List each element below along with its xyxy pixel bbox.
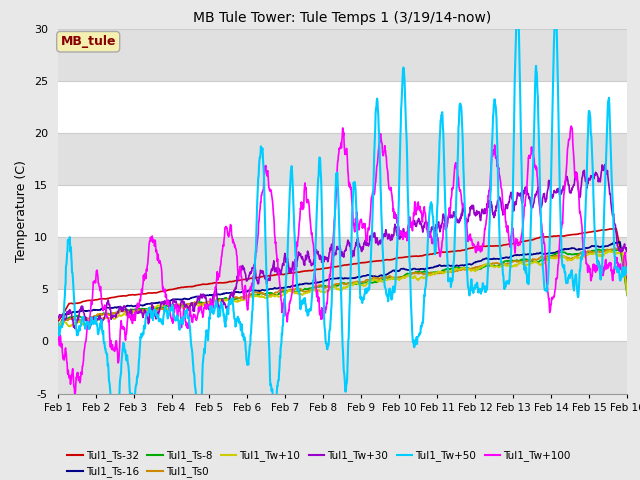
Bar xyxy=(58,29,627,81)
Bar xyxy=(58,341,627,394)
Bar xyxy=(58,133,627,185)
Title: MB Tule Tower: Tule Temps 1 (3/19/14-now): MB Tule Tower: Tule Temps 1 (3/19/14-now… xyxy=(193,11,492,25)
Y-axis label: Temperature (C): Temperature (C) xyxy=(15,160,28,262)
Legend: Tul1_Ts-32, Tul1_Ts-16, Tul1_Ts-8, Tul1_Ts0, Tul1_Tw+10, Tul1_Tw+30, Tul1_Tw+50,: Tul1_Ts-32, Tul1_Ts-16, Tul1_Ts-8, Tul1_… xyxy=(63,446,575,480)
Text: MB_tule: MB_tule xyxy=(60,35,116,48)
Bar xyxy=(58,237,627,289)
